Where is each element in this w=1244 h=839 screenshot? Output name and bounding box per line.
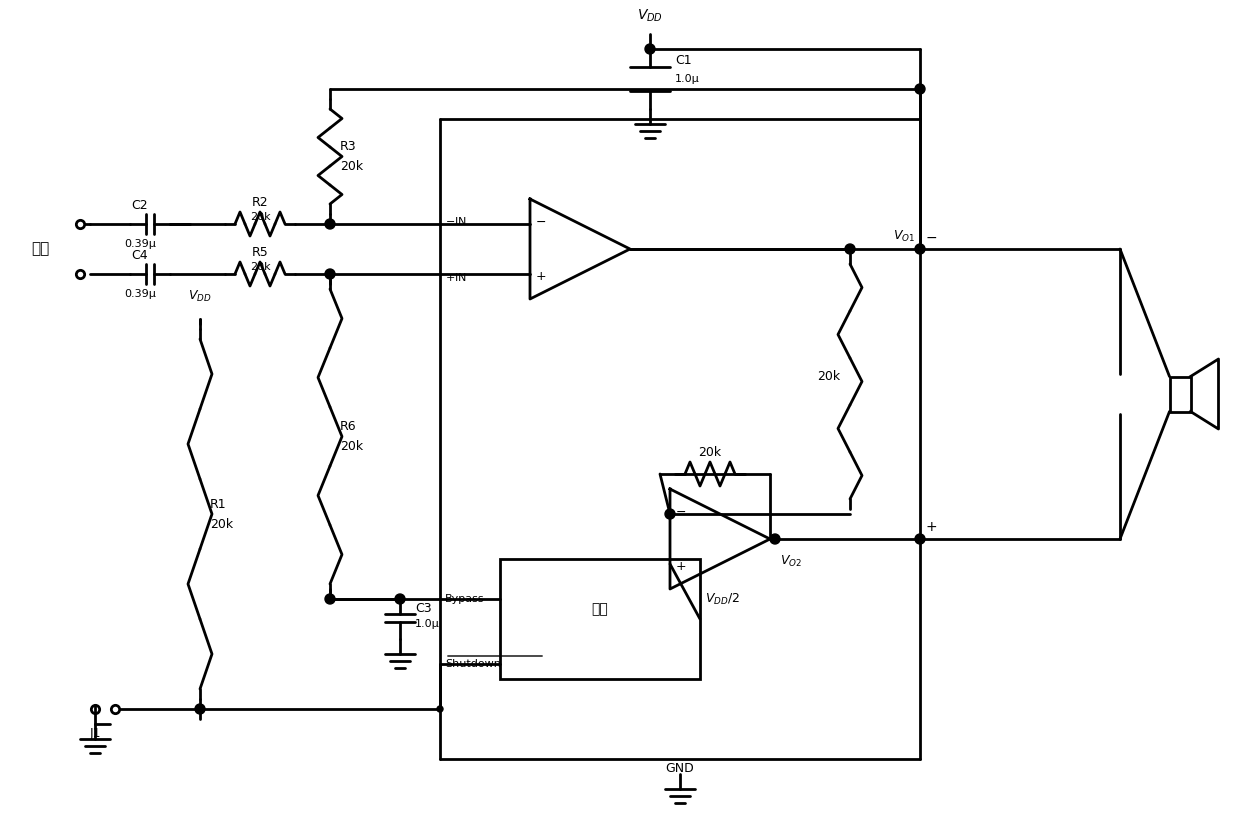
- Text: J1: J1: [90, 727, 101, 740]
- Circle shape: [644, 44, 656, 54]
- Text: $+$IN: $+$IN: [445, 271, 466, 283]
- Text: $V_{O1}$: $V_{O1}$: [893, 229, 916, 244]
- Text: $-$IN: $-$IN: [445, 215, 466, 227]
- Text: $-$: $-$: [535, 215, 546, 227]
- Text: 1.0μ: 1.0μ: [675, 74, 699, 84]
- Text: $V_{DD}$: $V_{DD}$: [188, 289, 211, 304]
- Text: 20k: 20k: [340, 160, 363, 173]
- Text: 20k: 20k: [250, 212, 270, 222]
- Text: 0.39μ: 0.39μ: [124, 289, 156, 299]
- Circle shape: [916, 534, 926, 544]
- Text: $V_{O2}$: $V_{O2}$: [780, 554, 802, 569]
- Text: R1: R1: [210, 498, 226, 510]
- Circle shape: [325, 219, 335, 229]
- Text: C4: C4: [132, 249, 148, 262]
- Circle shape: [325, 594, 335, 604]
- Circle shape: [437, 706, 443, 712]
- Text: 20k: 20k: [340, 440, 363, 453]
- Text: $+$: $+$: [926, 520, 937, 534]
- Text: 20k: 20k: [698, 446, 722, 459]
- Text: 0.39μ: 0.39μ: [124, 239, 156, 249]
- Text: Shutdown: Shutdown: [445, 659, 501, 669]
- Text: R6: R6: [340, 420, 357, 433]
- Text: $+$: $+$: [535, 270, 546, 284]
- Circle shape: [195, 704, 205, 714]
- Circle shape: [666, 509, 675, 519]
- Bar: [1169, 377, 1191, 411]
- Text: $V_{DD}$/2: $V_{DD}$/2: [705, 591, 740, 607]
- Text: 20k: 20k: [250, 262, 270, 272]
- Text: 20k: 20k: [210, 518, 233, 530]
- Text: Bypass: Bypass: [445, 594, 485, 604]
- Text: 偏置: 偏置: [592, 602, 608, 616]
- Text: R3: R3: [340, 140, 357, 153]
- Text: R2: R2: [251, 196, 269, 209]
- Text: 1.0μ: 1.0μ: [415, 619, 439, 629]
- Circle shape: [770, 534, 780, 544]
- Circle shape: [845, 244, 855, 254]
- Text: 输入: 输入: [32, 242, 50, 257]
- Bar: [500, 559, 700, 679]
- Text: 20k: 20k: [817, 370, 840, 383]
- Circle shape: [916, 84, 926, 94]
- Text: R5: R5: [251, 246, 269, 259]
- Circle shape: [325, 269, 335, 279]
- Text: $-$: $-$: [675, 504, 687, 518]
- Text: $+$: $+$: [675, 560, 687, 574]
- Text: $-$: $-$: [926, 230, 937, 244]
- Text: C2: C2: [132, 199, 148, 212]
- Text: C1: C1: [675, 54, 692, 67]
- Text: GND: GND: [666, 762, 694, 775]
- Circle shape: [396, 594, 406, 604]
- Text: $V_{DD}$: $V_{DD}$: [637, 8, 663, 24]
- Text: C3: C3: [415, 602, 432, 615]
- Circle shape: [916, 244, 926, 254]
